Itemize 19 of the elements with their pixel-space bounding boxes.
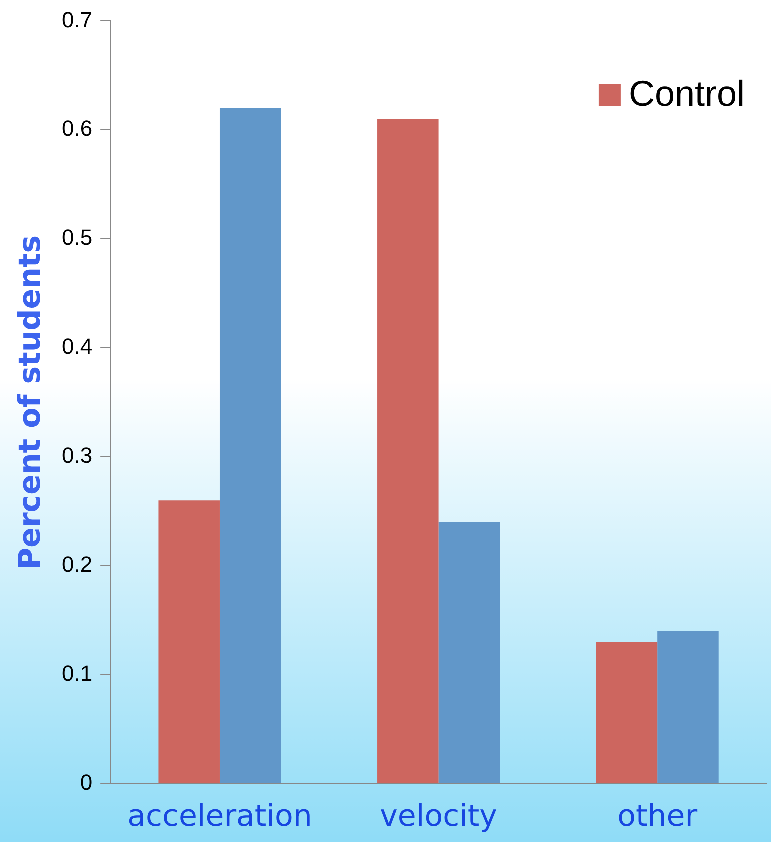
bar bbox=[438, 522, 500, 784]
y-tick-label: 0.7 bbox=[62, 7, 93, 32]
y-tick-label: 0.6 bbox=[62, 116, 93, 142]
x-tick-label: velocity bbox=[380, 798, 498, 834]
bar bbox=[220, 108, 282, 784]
x-tick-label: acceleration bbox=[128, 798, 312, 834]
bar bbox=[158, 500, 220, 784]
bar bbox=[378, 119, 439, 784]
y-axis-title: Percent of students bbox=[12, 235, 48, 570]
y-tick-label: 0.1 bbox=[62, 661, 93, 686]
y-tick-label: 0.3 bbox=[62, 443, 93, 468]
y-tick-label: 0 bbox=[80, 770, 93, 796]
y-tick-label: 0.2 bbox=[62, 552, 93, 578]
bar bbox=[596, 642, 658, 784]
legend-label: Control bbox=[628, 73, 746, 114]
y-tick-label: 0.5 bbox=[62, 225, 93, 250]
bar bbox=[658, 631, 719, 784]
y-tick-label: 0.4 bbox=[62, 334, 93, 360]
x-tick-label: other bbox=[618, 798, 698, 834]
